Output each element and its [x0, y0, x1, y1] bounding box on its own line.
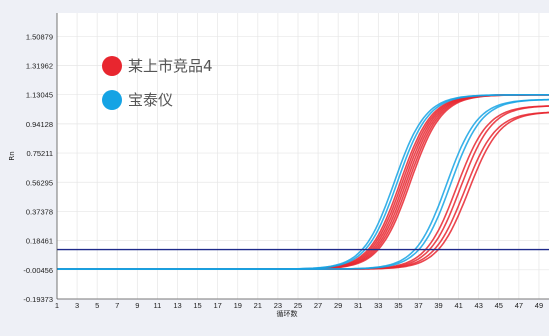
x-tick-label-19: 39: [434, 301, 442, 310]
x-tick-label-6: 13: [173, 301, 181, 310]
y-tick-labels: -0.19373 -0.00456 0.18461 0.37378 0.56295 0.7…: [23, 32, 53, 304]
y-tick-label-8: 1.31962: [26, 62, 53, 71]
y-tick-label-3: 0.37378: [26, 207, 53, 216]
x-tick-label-21: 43: [475, 301, 483, 310]
x-tick-label-0: 1: [55, 301, 59, 310]
x-tick-label-13: 27: [314, 301, 322, 310]
x-tick-label-9: 19: [234, 301, 242, 310]
x-tick-label-7: 15: [193, 301, 201, 310]
legend-marker-0: [102, 56, 122, 76]
legend: 某上市竞品4 宝泰仪: [102, 56, 213, 110]
grid: [56, 13, 549, 300]
y-tick-label-2: 0.18461: [26, 237, 53, 246]
x-tick-label-8: 17: [213, 301, 221, 310]
x-tick-label-1: 3: [75, 301, 79, 310]
legend-marker-1: [102, 90, 122, 110]
x-tick-labels: 1 3 5 7 9 11 13 15 17 19 21 23 25 27 29 31 33 35 37 39 41 43 4…: [55, 301, 543, 310]
x-tick-label-11: 23: [274, 301, 282, 310]
x-tick-label-4: 9: [135, 301, 139, 310]
x-tick-label-10: 21: [254, 301, 262, 310]
y-tick-label-4: 0.56295: [26, 178, 53, 187]
x-tick-label-2: 5: [95, 301, 99, 310]
x-tick-label-17: 35: [394, 301, 402, 310]
x-tick-label-3: 7: [115, 301, 119, 310]
x-tick-label-18: 37: [414, 301, 422, 310]
y-tick-label-0: -0.19373: [23, 295, 53, 304]
plot-area: [57, 13, 549, 299]
x-tick-label-14: 29: [334, 301, 342, 310]
x-tick-label-15: 31: [354, 301, 362, 310]
x-tick-label-16: 33: [374, 301, 382, 310]
x-tick-label-5: 11: [154, 301, 162, 310]
x-tick-label-12: 25: [294, 301, 302, 310]
x-tick-label-23: 47: [515, 301, 523, 310]
y-tick-label-7: 1.13045: [26, 91, 53, 100]
curve-1-3: [57, 98, 549, 270]
legend-label-1: 宝泰仪: [128, 91, 173, 109]
curves: [57, 94, 549, 270]
y-tick-label-6: 0.94128: [26, 120, 53, 129]
x-tick-label-20: 41: [454, 301, 462, 310]
y-tick-label-9: 1.50879: [26, 32, 53, 41]
y-tick-label-1: -0.00456: [23, 266, 53, 275]
x-tick-label-24: 49: [535, 301, 543, 310]
x-tick-label-22: 45: [495, 301, 503, 310]
x-axis-title: 循环数: [277, 309, 298, 318]
y-axis-title: Rn: [8, 151, 16, 160]
y-tick-label-5: 0.75211: [26, 149, 53, 158]
legend-label-0: 某上市竞品4: [128, 57, 213, 75]
